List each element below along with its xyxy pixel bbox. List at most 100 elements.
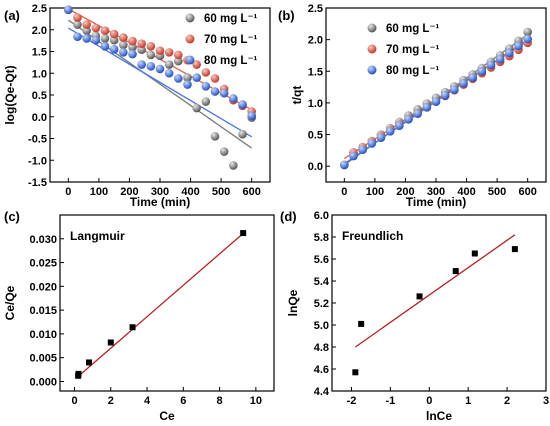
panel-a-point-series-2 <box>82 20 91 29</box>
panel-d-point <box>352 369 359 376</box>
panel-b-point-series-3 <box>385 127 395 136</box>
panel-a-ytick-label: 1.0 <box>32 68 47 80</box>
panel-c-ytick-label: 0.030 <box>29 234 57 246</box>
panel-c-xtick-label: 2 <box>108 395 114 407</box>
panel-b-pseudo-second-order: (b) 0 100 200 300 400 500 600 0.0 0.5 1.0 1.5 2.0 2.… <box>278 3 547 209</box>
panel-a-point-series-1 <box>82 26 91 35</box>
panel-c-point <box>75 370 82 377</box>
panel-b-point-series-3 <box>450 85 459 94</box>
panel-b-legend-marker-2 <box>367 44 377 54</box>
panel-b-point-series-3 <box>404 115 413 124</box>
panel-b-point-series-3 <box>468 73 477 82</box>
panel-a-pseudo-first-order: (a) 0 100 200 300 400 500 600 -1.5 -1.0 -0.5 0.0 0.… <box>3 3 271 209</box>
panel-b-ytick-label: 2.5 <box>308 3 323 15</box>
panel-d-title: Freundlich <box>342 229 403 243</box>
panel-a-legend-marker-3 <box>185 55 195 65</box>
panel-b-ytick-label: 1.0 <box>308 98 323 110</box>
panel-c-xtick-label: 6 <box>180 395 186 407</box>
panel-a-point-series-3 <box>238 100 247 109</box>
panel-c-xtick-label: 0 <box>71 395 77 407</box>
panel-a-point-series-3 <box>201 82 211 91</box>
panel-a-point-series-1 <box>192 103 201 113</box>
panel-b-point-series-1 <box>523 27 532 37</box>
panel-a-point-series-3 <box>183 80 192 89</box>
panel-a-point-series-2 <box>91 23 101 33</box>
panel-b-xtick-label: 200 <box>396 186 414 198</box>
panel-b-point-series-3 <box>486 60 496 70</box>
panel-a-point-series-1 <box>229 161 238 170</box>
panel-a-point-series-3 <box>91 35 101 45</box>
panel-a-point-series-3 <box>192 73 201 82</box>
panel-d-ytick-label: 4.6 <box>314 364 329 376</box>
panel-a-point-series-3 <box>219 88 229 98</box>
panel-b-xtick-label: 600 <box>518 186 536 198</box>
panel-c-point <box>240 230 247 237</box>
panel-d-ylabel: lnQe <box>286 289 300 316</box>
panel-b-point-series-3 <box>440 91 450 100</box>
panel-b-ytick-label: 0.0 <box>308 161 323 173</box>
panel-a-point-series-1 <box>238 129 247 139</box>
panel-a-point-series-3 <box>229 94 238 103</box>
panel-c-point <box>129 324 136 331</box>
panel-c-ytick-label: 0.015 <box>29 305 57 317</box>
panel-a-ytick-label: 2.5 <box>32 3 47 15</box>
panel-a-ytick-label: -1.0 <box>28 155 47 167</box>
panel-a-ytick-label: 1.5 <box>32 47 47 59</box>
panel-a-point-series-3 <box>73 32 82 42</box>
panel-a-point-series-1 <box>210 132 220 141</box>
panel-a-point-series-3 <box>174 74 183 83</box>
panel-a-point-series-2 <box>201 68 211 77</box>
panel-a-label: (a) <box>4 8 20 23</box>
panel-b-point-series-3 <box>376 133 386 143</box>
panel-b-label: (b) <box>278 8 295 23</box>
panel-a-point-series-3 <box>210 87 220 96</box>
panel-d-point <box>511 246 518 253</box>
panel-a-xtick-label: 200 <box>120 186 138 198</box>
panel-d-ytick-label: 6.0 <box>314 210 329 222</box>
panel-b-point-series-3 <box>514 41 523 51</box>
panel-a-point-series-3 <box>100 41 110 51</box>
panel-a-point-series-2 <box>119 33 128 42</box>
panel-a-xtick-label: 100 <box>90 186 108 198</box>
panel-b-point-series-3 <box>349 151 358 161</box>
panel-a-point-series-3 <box>64 5 73 15</box>
panel-b-xtick-label: 400 <box>457 186 475 198</box>
panel-b-point-series-3 <box>431 97 441 106</box>
panel-d-xtick-label: 0 <box>426 395 432 407</box>
panel-c-xlabel: Ce <box>159 409 175 423</box>
panel-a-xtick-label: 0 <box>65 186 71 198</box>
panel-a-ytick-label: 2.0 <box>32 25 47 37</box>
panel-d-ytick-label: 5.8 <box>314 232 329 244</box>
panel-a-point-series-2 <box>137 39 146 48</box>
panel-a-legend-label-1: 60 mg L⁻¹ <box>204 13 258 25</box>
panel-b-point-series-3 <box>495 54 505 64</box>
panel-a-point-series-2 <box>73 13 82 22</box>
panel-b-point-series-3 <box>505 48 514 58</box>
panel-d-ytick-label: 4.4 <box>314 386 330 398</box>
panel-a-point-series-2 <box>155 46 165 55</box>
panel-a-point-series-3 <box>119 48 128 57</box>
panel-d-xtick-label: 2 <box>504 395 510 407</box>
panel-a-point-series-3 <box>128 49 137 59</box>
panel-a-point-series-2 <box>210 74 220 83</box>
panel-b-xtick-label: 500 <box>488 186 506 198</box>
panel-b-legend-label-1: 60 mg L⁻¹ <box>386 23 440 35</box>
panel-c-ytick-label: 0.020 <box>29 281 57 293</box>
panel-b-point-series-3 <box>395 121 404 130</box>
panel-d-point <box>471 250 478 257</box>
panel-a-ytick-label: 0.5 <box>32 90 47 102</box>
panel-a-xlabel: Time (min) <box>130 195 190 209</box>
panel-b-legend-label-3: 80 mg L⁻¹ <box>386 65 440 77</box>
panel-c-label: (c) <box>4 209 20 224</box>
panel-a-point-series-2 <box>192 60 201 69</box>
panel-c-xtick-label: 8 <box>217 395 223 407</box>
panel-a-legend-marker-2 <box>185 34 195 44</box>
panel-a-fit-line-3 <box>68 27 252 138</box>
panel-c-xtick-label: 10 <box>250 395 262 407</box>
panel-b-ytick-label: 1.5 <box>308 66 323 78</box>
panel-d-xtick-label: -2 <box>347 395 357 407</box>
panel-a-xtick-label: 300 <box>151 186 169 198</box>
panel-a-point-series-1 <box>146 50 156 60</box>
panel-d-xtick-label: 3 <box>543 395 549 407</box>
panel-d-ytick-label: 5.0 <box>314 320 329 332</box>
